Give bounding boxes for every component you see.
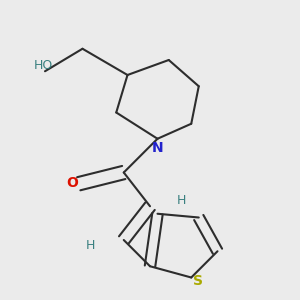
- Text: N: N: [152, 141, 163, 155]
- Text: O: O: [66, 176, 78, 190]
- Text: H: H: [177, 194, 187, 207]
- Text: H: H: [85, 239, 95, 252]
- Text: S: S: [193, 274, 203, 288]
- Text: HO: HO: [34, 59, 53, 72]
